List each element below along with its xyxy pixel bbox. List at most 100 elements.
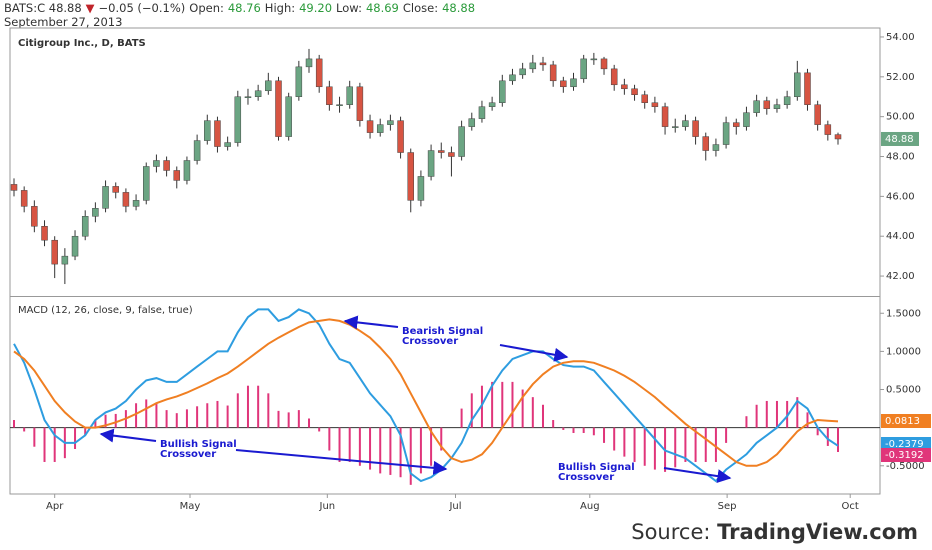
candle-body <box>376 124 384 133</box>
histogram-bar <box>796 397 799 428</box>
candle-body <box>794 72 801 97</box>
histogram-bar <box>145 399 148 428</box>
histogram-bar <box>582 427 585 433</box>
histogram-bar <box>613 427 616 451</box>
histogram-bar <box>714 427 717 462</box>
value-badge-label: -0.3192 <box>885 450 924 461</box>
y-tick-label: 1.0000 <box>886 346 921 357</box>
header-item: High: <box>264 1 296 15</box>
histogram-bar <box>114 413 117 428</box>
source-prefix: Source: <box>631 520 711 544</box>
histogram-bar <box>460 408 463 428</box>
candle-body <box>112 186 119 193</box>
candle-body <box>153 160 160 167</box>
y-tick-label: 48.00 <box>886 152 915 163</box>
histogram-bar <box>531 397 534 428</box>
annotation-arrow <box>99 428 157 443</box>
candle-body <box>631 88 638 95</box>
candle-body <box>671 126 679 128</box>
candle-body <box>682 120 689 127</box>
candle-body <box>641 94 648 103</box>
histogram-bar <box>765 400 768 428</box>
candle-body <box>478 106 486 119</box>
histogram-bar <box>562 427 565 430</box>
candle-body <box>651 102 659 107</box>
last-price-badge <box>881 131 919 146</box>
candle-body <box>41 226 48 241</box>
histogram-bar <box>246 385 249 428</box>
candle-body <box>102 186 109 209</box>
candle-body <box>702 136 710 151</box>
histogram-bar <box>694 427 697 462</box>
candle-body <box>204 120 211 141</box>
header-item: Close: <box>402 1 439 15</box>
y-tick-label: 42.00 <box>886 271 915 282</box>
header-item: 49.20 <box>299 1 333 15</box>
histogram-bar <box>653 427 656 470</box>
histogram-bar <box>185 409 188 428</box>
annotation-arrow <box>499 344 569 362</box>
candle-body <box>529 62 537 70</box>
histogram-bar <box>216 400 219 428</box>
histogram-bar <box>348 427 351 462</box>
value-badge-label: -0.2379 <box>885 439 924 450</box>
histogram-bar <box>287 412 290 428</box>
annotation-text: Crossover <box>402 336 458 347</box>
candle-body <box>468 118 476 127</box>
histogram-bar <box>511 381 514 428</box>
annotation-text: Bullish Signal <box>558 462 635 473</box>
histogram-bar <box>755 404 758 428</box>
histogram-bar <box>369 427 372 470</box>
histogram-bar <box>592 427 595 436</box>
candle-body <box>61 255 69 265</box>
candle-body <box>92 208 99 217</box>
histogram-bar <box>358 427 361 466</box>
candle-body <box>163 160 170 171</box>
value-badge <box>881 414 931 428</box>
candle-body <box>549 64 557 82</box>
candle-body <box>31 206 38 227</box>
histogram-bar <box>623 427 626 457</box>
histogram-bar <box>419 427 422 474</box>
histogram-bar <box>257 385 260 428</box>
last-price-label: 48.88 <box>885 134 914 145</box>
panel-title: Citigroup Inc., D, BATS <box>18 38 146 49</box>
header-item: 48.69 <box>365 1 399 15</box>
panel-title: MACD (12, 26, close, 9, false, true) <box>18 305 193 316</box>
candle-body <box>824 124 832 135</box>
candle-body <box>519 68 526 76</box>
y-tick-label: 54.00 <box>886 32 915 43</box>
histogram-bar <box>552 420 555 428</box>
candle-body <box>173 170 181 181</box>
histogram-bar <box>308 418 311 428</box>
candle-body <box>722 122 730 145</box>
histogram-bar <box>430 427 433 466</box>
header-item: Low: <box>336 1 362 15</box>
histogram-bar <box>643 427 646 466</box>
candle-body <box>814 104 821 125</box>
histogram-bar <box>470 393 473 428</box>
macd-line <box>13 318 839 467</box>
candle-body <box>448 152 455 157</box>
header-item: 48.76 <box>227 1 261 15</box>
histogram-bar <box>775 400 778 428</box>
histogram-bar <box>33 427 36 447</box>
candle-body <box>712 144 720 151</box>
histogram-bar <box>53 427 56 462</box>
candle-body <box>295 66 303 97</box>
candle-body <box>733 122 740 127</box>
header: BATS:C 48.88 ▼ −0.05 (−0.1%) Open: 48.76 High… <box>4 1 479 29</box>
candle-body <box>326 86 333 105</box>
candle-body <box>275 80 282 137</box>
histogram-bar <box>23 427 26 432</box>
plot-frame <box>9 27 881 495</box>
annotation-text: Bearish Signal <box>402 326 483 337</box>
header-item: 48.88 <box>442 1 476 15</box>
candle-body <box>356 86 364 121</box>
candle-body <box>438 150 445 153</box>
annotation-arrow <box>663 467 732 484</box>
candle-body <box>244 96 252 98</box>
histogram-bar <box>196 406 199 428</box>
candle-body <box>834 134 842 140</box>
annotation-text: Bullish Signal <box>160 439 237 450</box>
